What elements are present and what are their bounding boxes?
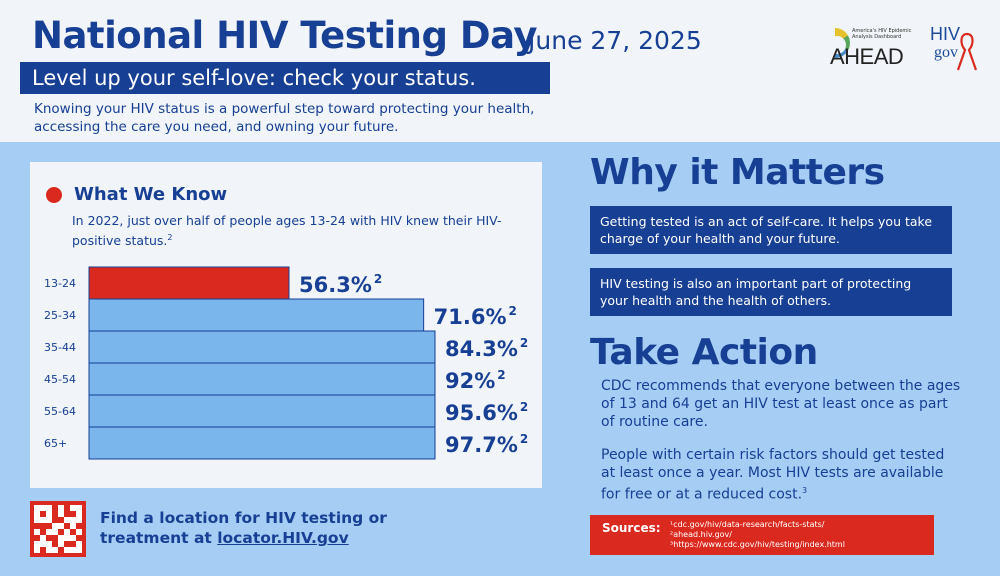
sources-label: Sources:: [602, 521, 661, 535]
sources-list: ¹cdc.gov/hiv/data-research/facts-stats/ …: [670, 520, 845, 550]
red-dot-icon: [46, 187, 62, 203]
find-location-text: Find a location for HIV testing or treat…: [100, 509, 387, 547]
what-we-know-card: [30, 162, 542, 488]
qr-code-icon[interactable]: [30, 501, 86, 557]
source-link-2[interactable]: ²ahead.hiv.gov/: [670, 530, 732, 539]
event-date: June 27, 2025: [528, 26, 702, 55]
take-action-title: Take Action: [590, 332, 818, 373]
sources-box: Sources: ¹cdc.gov/hiv/data-research/fact…: [590, 515, 934, 555]
take-action-text-1: CDC recommends that everyone between the…: [601, 378, 961, 430]
why-box-protecting: HIV testing is also an important part of…: [590, 268, 952, 316]
ahead-logo-subtitle: America's HIV Epidemic Analysis Dashboar…: [852, 28, 912, 40]
locator-link[interactable]: locator.HIV.gov: [217, 529, 349, 547]
hivgov-logo-bottom: gov: [934, 44, 958, 61]
hivgov-logo-top: HIV: [930, 24, 961, 44]
ahead-logo-word: AHEAD: [830, 44, 904, 69]
ahead-arc-icon: [820, 28, 850, 58]
take-action-text-2: People with certain risk factors should …: [601, 447, 945, 503]
page-title: National HIV Testing Day: [32, 14, 538, 57]
hivgov-logo[interactable]: HIV gov: [930, 24, 978, 74]
what-we-know-title: What We Know: [74, 184, 228, 205]
why-box-self-care: Getting tested is an act of self-care. I…: [590, 206, 952, 254]
what-we-know-text: In 2022, just over half of people ages 1…: [72, 213, 502, 249]
ahead-logo[interactable]: America's HIV Epidemic Analysis Dashboar…: [818, 26, 912, 70]
why-it-matters-title: Why it Matters: [590, 152, 885, 193]
intro-text: Knowing your HIV status is a powerful st…: [34, 101, 535, 135]
source-link-1[interactable]: ¹cdc.gov/hiv/data-research/facts-stats/: [670, 520, 825, 529]
source-link-3[interactable]: ³https://www.cdc.gov/hiv/testing/index.h…: [670, 540, 845, 549]
red-ribbon-icon: [956, 32, 978, 71]
tagline-banner: Level up your self-love: check your stat…: [20, 62, 550, 94]
